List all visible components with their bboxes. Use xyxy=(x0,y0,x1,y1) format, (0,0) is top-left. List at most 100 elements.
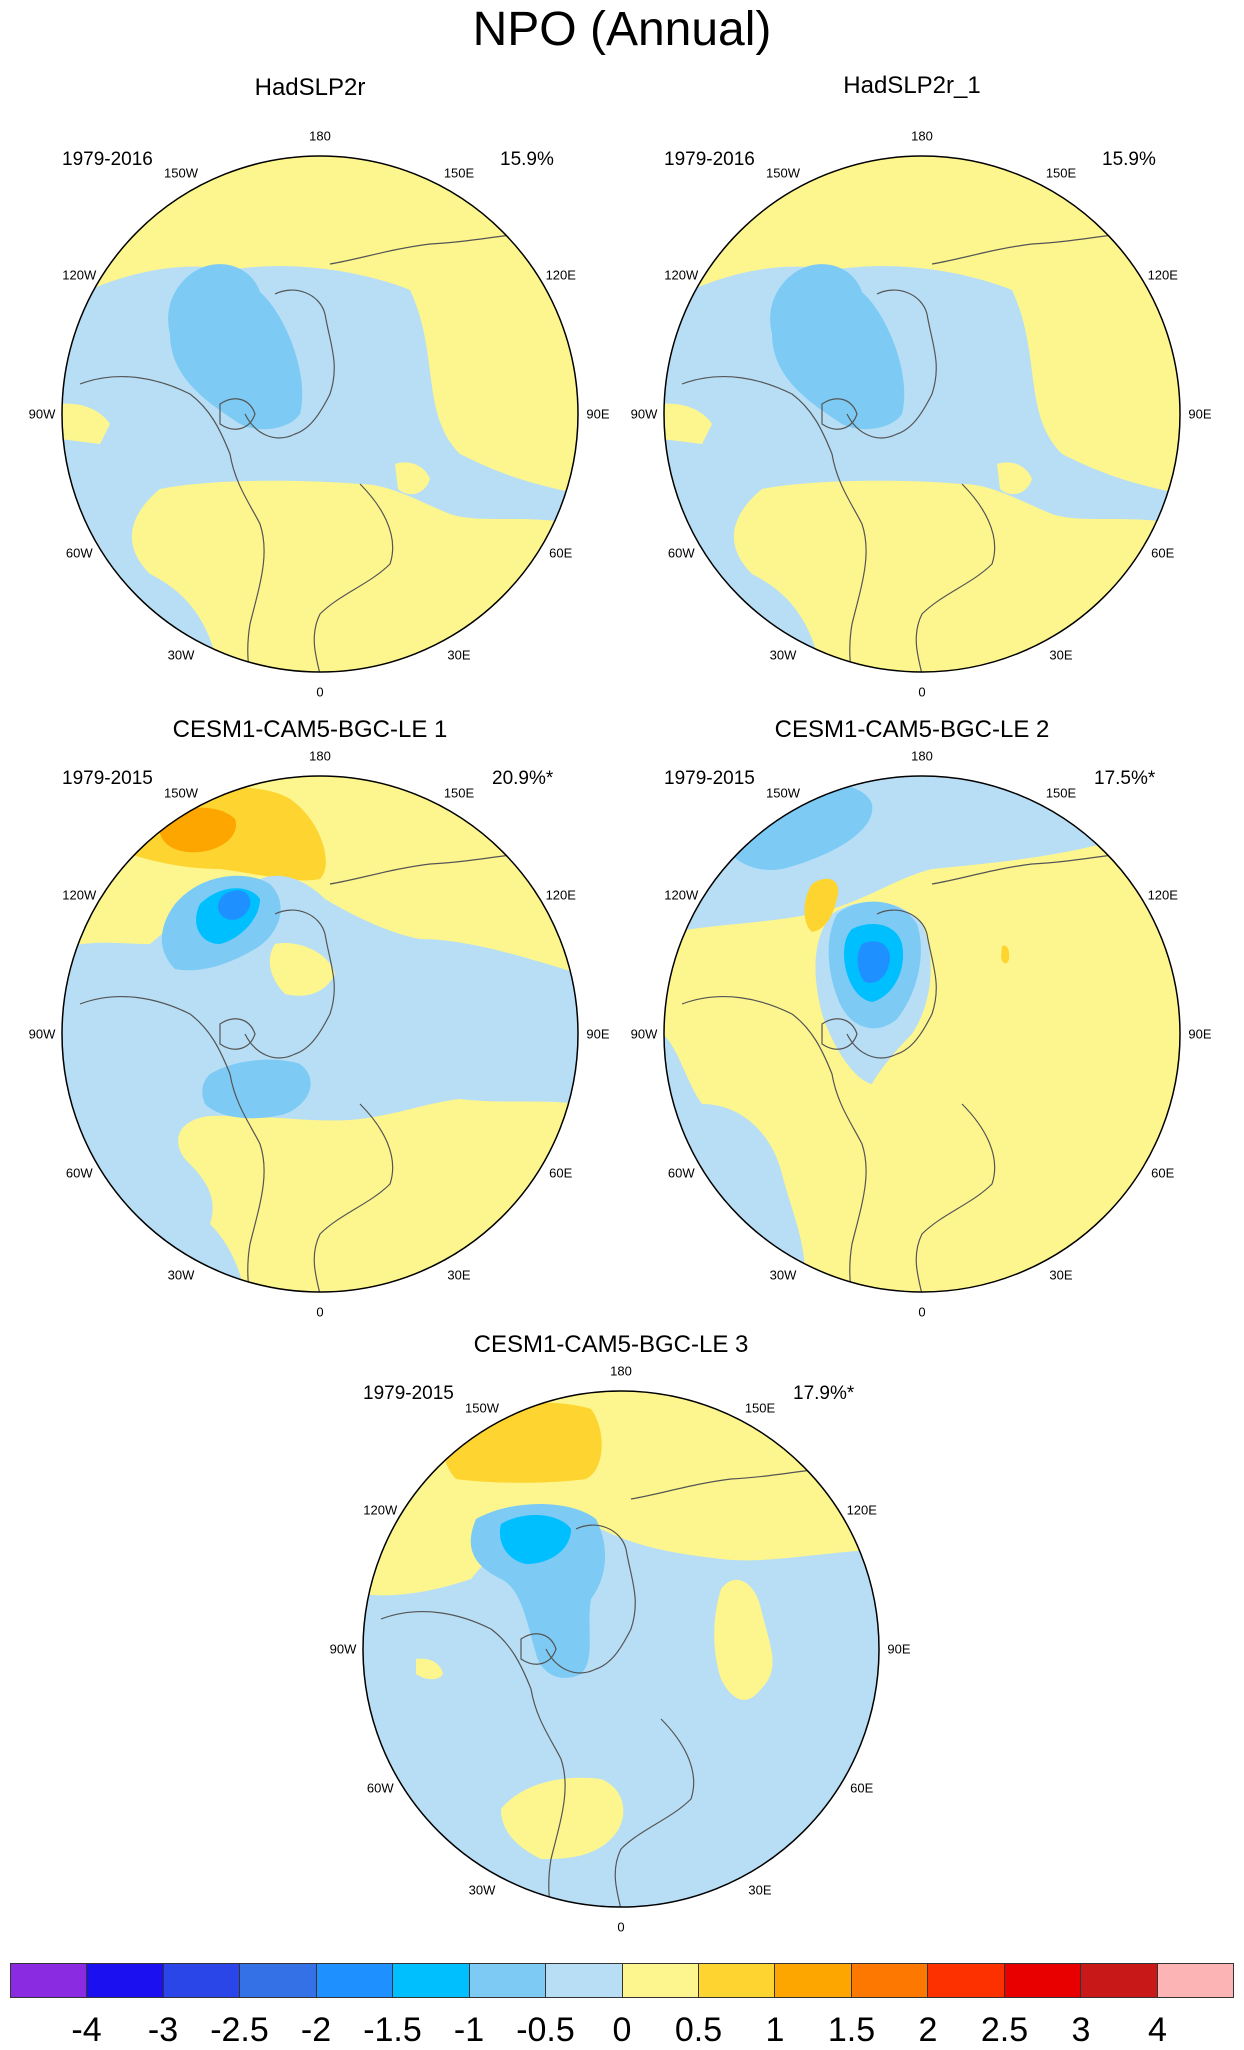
longitude-label: 150E xyxy=(1045,165,1077,181)
coastline xyxy=(915,1103,996,1292)
negative-shading-core xyxy=(168,264,303,430)
positive-shading xyxy=(269,943,335,996)
map-border xyxy=(61,155,579,673)
negative-shading-peak xyxy=(499,1514,571,1564)
coastline xyxy=(79,995,265,1292)
longitude-label: 60E xyxy=(850,1780,874,1796)
longitude-label: 120E xyxy=(545,267,576,283)
longitude-label: 180 xyxy=(610,1363,632,1379)
polar-map xyxy=(362,1390,880,1908)
colorbar-swatch xyxy=(163,1964,241,1997)
longitude-label: 120W xyxy=(62,887,97,903)
colorbar-tick-label: -3 xyxy=(147,2011,179,2049)
map-panel-hadslp2r-1: HadSLP2r_1 1979-2016 15.9% 180 150E 120E 90… xyxy=(612,72,1212,700)
longitude-label: 90W xyxy=(329,1641,357,1657)
longitude-label: 150W xyxy=(465,1400,499,1416)
shading-layer xyxy=(664,776,1180,1292)
shading-layer xyxy=(62,776,578,1292)
coastline xyxy=(313,483,394,672)
coastline xyxy=(545,1524,636,1674)
positive-shading-core xyxy=(1001,945,1010,964)
coastline xyxy=(520,1633,557,1665)
polar-map xyxy=(663,155,1181,673)
longitude-label: 120E xyxy=(1147,267,1178,283)
coastline xyxy=(244,289,335,439)
colorbar-swatch xyxy=(316,1964,394,1997)
positive-shading xyxy=(501,1777,624,1859)
map-border xyxy=(663,155,1181,673)
longitude-label: 60W xyxy=(667,545,695,561)
longitude-label: 90W xyxy=(630,406,658,422)
coastline xyxy=(681,995,867,1292)
shading-layer xyxy=(62,156,578,672)
map-panel-hadslp2r: HadSLP2r 1979-2016 15.9% 180 150E 120E 90E 6… xyxy=(10,72,610,700)
longitude-label: 150E xyxy=(443,785,475,801)
coastline xyxy=(821,1018,858,1050)
longitude-label: 60E xyxy=(1151,545,1175,561)
positive-shading xyxy=(997,462,1032,495)
colorbar-tick-label: 1.5 xyxy=(827,2011,876,2049)
longitude-label: 30E xyxy=(1049,647,1073,663)
coastline xyxy=(915,483,996,672)
coastline xyxy=(846,289,937,439)
longitude-label: 30W xyxy=(468,1882,496,1898)
longitude-label: 0 xyxy=(316,1304,324,1320)
map-panel-le2: CESM1-CAM5-BGC-LE 2 1979-2015 17.5%* 180… xyxy=(612,690,1212,1320)
explained-variance: 17.9%* xyxy=(793,1383,855,1404)
colorbar-swatch xyxy=(622,1964,699,1997)
panel-title: CESM1-CAM5-BGC-LE 2 xyxy=(774,716,1050,743)
longitude-label: 30E xyxy=(1049,1267,1073,1283)
colorbar-swatch xyxy=(851,1964,929,1997)
longitude-label: 0 xyxy=(918,1304,926,1320)
longitude-label: 150W xyxy=(766,165,800,181)
negative-shading-core xyxy=(202,1059,311,1119)
coastline xyxy=(313,1103,394,1292)
colorbar-swatch xyxy=(393,1964,470,1997)
colorbar-swatch xyxy=(240,1964,317,1997)
map-panel-le1: CESM1-CAM5-BGC-LE 1 1979-2015 20.9%* 180… xyxy=(10,690,610,1320)
coastline xyxy=(219,1018,256,1050)
colorbar-swatch xyxy=(11,1964,88,1997)
colorbar-tick-label: -2.5 xyxy=(210,2011,269,2049)
year-range: 1979-2016 xyxy=(664,149,755,170)
longitude-label: 60E xyxy=(1151,1165,1175,1181)
colorbar-tick-label: 2.5 xyxy=(980,2011,1029,2049)
explained-variance: 20.9%* xyxy=(492,768,554,789)
colorbar-swatch xyxy=(928,1964,1005,1997)
longitude-label: 30W xyxy=(769,1267,797,1283)
coastline xyxy=(219,398,256,430)
explained-variance: 15.9% xyxy=(1102,149,1156,170)
longitude-label: 60W xyxy=(667,1165,695,1181)
colorbar-tick-label: -2 xyxy=(300,2011,332,2049)
colorbar-tick-label: 0 xyxy=(612,2011,632,2049)
longitude-label: 30W xyxy=(167,647,195,663)
polar-map xyxy=(663,775,1181,1293)
longitude-label: 30W xyxy=(769,647,797,663)
map-border xyxy=(362,1390,880,1908)
colorbar-swatch xyxy=(1004,1964,1082,1997)
positive-shading xyxy=(416,1658,443,1680)
explained-variance: 17.5%* xyxy=(1094,768,1156,789)
colorbar-tick-label: -1 xyxy=(453,2011,485,2049)
negative-shading-core xyxy=(770,264,905,430)
colorbar-tick-label: -0.5 xyxy=(516,2011,575,2049)
figure-title: NPO (Annual) xyxy=(472,3,772,56)
year-range: 1979-2016 xyxy=(62,149,153,170)
colorbar-tick-label: -1.5 xyxy=(363,2011,422,2049)
longitude-label: 150W xyxy=(164,165,198,181)
longitude-label: 30E xyxy=(447,647,471,663)
panel-title: HadSLP2r_1 xyxy=(843,72,981,99)
colorbar-tick-label: 0.5 xyxy=(674,2011,723,2049)
colorbar-tick-label: 4 xyxy=(1148,2011,1167,2049)
negative-shading xyxy=(62,875,578,1292)
map-border xyxy=(61,775,579,1293)
longitude-label: 180 xyxy=(309,748,331,764)
longitude-label: 30W xyxy=(167,1267,195,1283)
coastline xyxy=(821,398,858,430)
colorbar-swatch xyxy=(1081,1964,1158,1997)
longitude-label: 0 xyxy=(316,684,324,700)
positive-shading-core xyxy=(804,878,839,932)
longitude-label: 120W xyxy=(62,267,97,283)
longitude-label: 180 xyxy=(911,748,933,764)
positive-shading xyxy=(664,403,712,444)
